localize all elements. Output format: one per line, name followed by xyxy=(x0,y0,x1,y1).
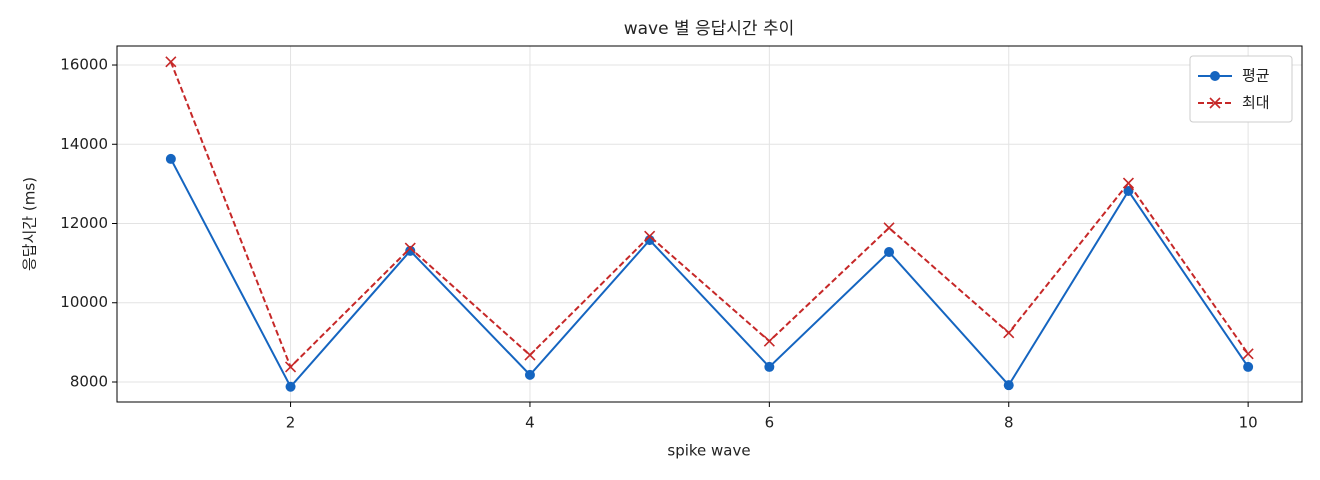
legend-marker xyxy=(1209,97,1221,109)
chart-title: wave 별 응답시간 추이 xyxy=(624,19,795,39)
point xyxy=(404,242,416,254)
x-tick-label: 6 xyxy=(765,414,775,432)
point xyxy=(1003,327,1015,339)
point xyxy=(763,335,775,347)
y-tick-label: 16000 xyxy=(60,56,108,74)
legend-frame xyxy=(1189,55,1293,123)
point xyxy=(524,369,535,380)
point xyxy=(1242,348,1254,360)
y-tick-label: 10000 xyxy=(60,293,108,311)
y-tick-label: 12000 xyxy=(60,214,108,232)
point xyxy=(1123,186,1134,197)
point xyxy=(764,361,775,372)
x-tick-label: 4 xyxy=(525,414,535,432)
y-tick-label: 8000 xyxy=(70,372,108,390)
x-tick-label: 8 xyxy=(1004,414,1014,432)
point xyxy=(524,349,536,361)
point xyxy=(644,230,656,242)
line xyxy=(169,61,1249,369)
x-tick-label: 2 xyxy=(286,414,296,432)
point xyxy=(883,222,895,234)
y-tick-label: 14000 xyxy=(60,135,108,153)
point xyxy=(405,245,416,256)
point xyxy=(884,247,895,258)
point xyxy=(165,153,176,164)
line xyxy=(169,158,1249,389)
point xyxy=(165,56,177,68)
x-axis-label: spike wave xyxy=(667,442,750,460)
point xyxy=(285,381,296,392)
x-tick-label: 10 xyxy=(1239,414,1258,432)
plot-frame xyxy=(116,45,1303,403)
y-axis-label: 응답시간 (ms) xyxy=(21,177,39,271)
point xyxy=(1122,177,1135,189)
point xyxy=(1243,361,1254,372)
legend-marker xyxy=(1210,71,1220,81)
point xyxy=(284,361,297,373)
legend-label: 평균 xyxy=(1242,67,1270,85)
point xyxy=(1003,380,1014,391)
legend-label: 최대 xyxy=(1242,94,1270,112)
